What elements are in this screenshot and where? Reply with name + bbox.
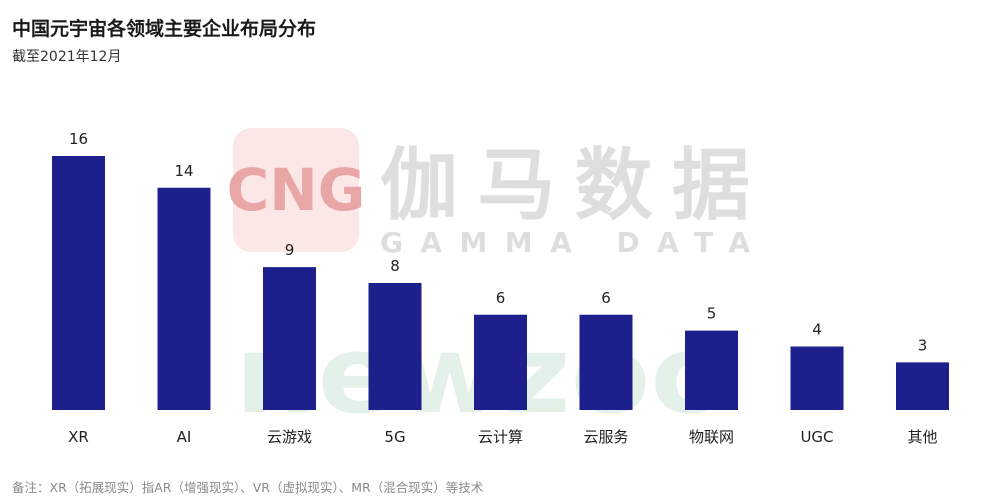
value-label-0: 16 bbox=[69, 130, 88, 148]
category-label-3: 5G bbox=[384, 428, 405, 446]
bar-1 bbox=[157, 187, 211, 410]
bar-6 bbox=[685, 330, 738, 410]
category-label-6: 物联网 bbox=[689, 428, 734, 446]
bar-7 bbox=[790, 346, 844, 410]
category-label-7: UGC bbox=[800, 428, 833, 446]
chart-subtitle: 截至2021年12月 bbox=[12, 49, 122, 65]
bar-2 bbox=[263, 267, 316, 410]
bar-4 bbox=[474, 314, 527, 410]
bar-5 bbox=[579, 314, 633, 410]
chart-title: 中国元宇宙各领域主要企业布局分布 bbox=[12, 18, 317, 40]
bar-0 bbox=[52, 156, 105, 410]
value-label-6: 5 bbox=[707, 305, 717, 323]
value-label-5: 6 bbox=[601, 289, 611, 307]
bars-group bbox=[52, 156, 949, 410]
chart-footnote: 备注：XR（拓展现实）指AR（增强现实）、VR（虚拟现实）、MR（混合现实）等技… bbox=[12, 480, 484, 495]
value-label-2: 9 bbox=[285, 241, 295, 259]
category-label-1: AI bbox=[177, 428, 192, 446]
watermark-brand-en-text: GAMMA DATA bbox=[380, 226, 750, 259]
bar-3 bbox=[368, 283, 422, 410]
category-label-2: 云游戏 bbox=[267, 428, 312, 446]
value-labels-group: 16 14 9 8 6 6 5 4 3 bbox=[69, 130, 927, 354]
category-label-4: 云计算 bbox=[478, 428, 523, 446]
watermark-logo-box bbox=[233, 128, 359, 252]
value-label-1: 14 bbox=[174, 162, 193, 180]
category-label-5: 云服务 bbox=[583, 428, 628, 446]
bar-8 bbox=[896, 362, 949, 410]
value-label-3: 8 bbox=[390, 257, 400, 275]
watermark-brand-text: 伽马数据 bbox=[380, 141, 750, 231]
value-label-4: 6 bbox=[496, 289, 506, 307]
value-label-8: 3 bbox=[918, 336, 928, 354]
category-labels-group: XR AI 云游戏 5G 云计算 云服务 物联网 UGC 其他 bbox=[68, 428, 937, 446]
watermark-logo-text: CNG bbox=[227, 156, 366, 224]
category-label-8: 其他 bbox=[907, 428, 937, 446]
category-label-0: XR bbox=[68, 428, 89, 446]
value-label-7: 4 bbox=[812, 321, 822, 339]
